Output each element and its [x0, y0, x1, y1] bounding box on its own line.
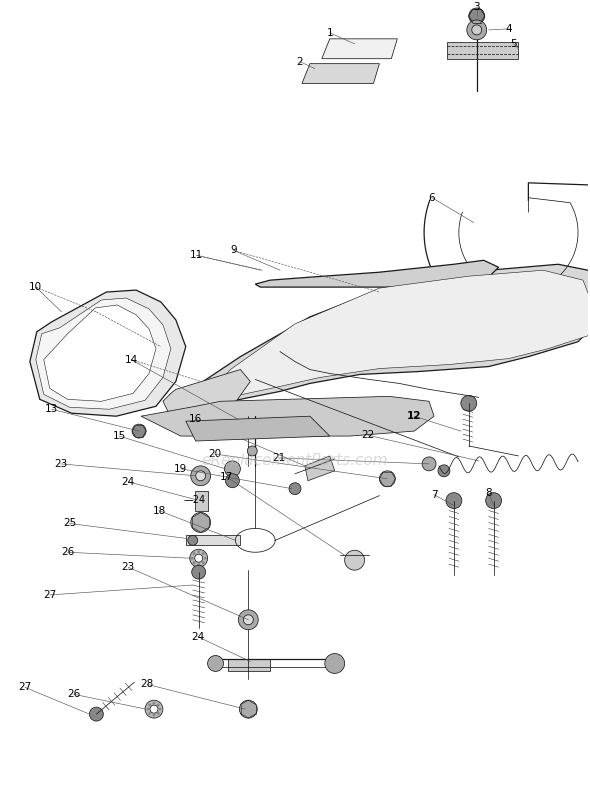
Text: 25: 25: [63, 519, 76, 529]
Circle shape: [225, 474, 240, 488]
Circle shape: [192, 561, 196, 564]
Polygon shape: [141, 396, 434, 436]
Text: 22: 22: [361, 430, 374, 440]
Text: 16: 16: [189, 414, 202, 424]
Text: 28: 28: [140, 679, 153, 690]
Polygon shape: [322, 39, 397, 58]
Text: 20: 20: [208, 449, 221, 459]
Circle shape: [461, 396, 477, 411]
Circle shape: [446, 492, 462, 508]
Circle shape: [345, 550, 365, 571]
Text: 12: 12: [407, 411, 421, 422]
Circle shape: [224, 461, 240, 477]
Circle shape: [191, 512, 211, 533]
Circle shape: [190, 549, 208, 567]
Text: 23: 23: [54, 459, 67, 469]
Circle shape: [196, 470, 206, 481]
Circle shape: [324, 653, 345, 674]
Circle shape: [148, 712, 151, 715]
Circle shape: [238, 610, 258, 630]
Circle shape: [240, 701, 257, 718]
Circle shape: [150, 705, 158, 713]
Text: 2: 2: [297, 57, 303, 67]
Polygon shape: [454, 302, 538, 332]
Text: 11: 11: [190, 251, 204, 260]
Text: 24: 24: [191, 632, 204, 641]
Circle shape: [422, 457, 436, 470]
Circle shape: [379, 470, 395, 487]
Circle shape: [202, 561, 205, 564]
Circle shape: [197, 563, 200, 566]
Text: 4: 4: [505, 24, 512, 34]
Text: 6: 6: [429, 193, 435, 203]
Circle shape: [188, 535, 198, 545]
Polygon shape: [195, 491, 208, 511]
Circle shape: [159, 708, 162, 711]
Circle shape: [145, 701, 163, 718]
Polygon shape: [305, 456, 335, 481]
Circle shape: [469, 8, 484, 24]
Text: 24: 24: [122, 477, 135, 487]
Text: 5: 5: [510, 39, 517, 49]
Polygon shape: [163, 370, 250, 419]
Circle shape: [132, 424, 146, 438]
Polygon shape: [30, 290, 186, 416]
Text: 27: 27: [18, 682, 31, 693]
Text: 26: 26: [67, 690, 80, 699]
Circle shape: [157, 704, 160, 706]
Circle shape: [486, 492, 502, 508]
Polygon shape: [176, 264, 590, 411]
Text: 3: 3: [473, 2, 480, 12]
Circle shape: [152, 701, 156, 704]
Circle shape: [148, 704, 151, 706]
Polygon shape: [186, 416, 330, 441]
Text: 1: 1: [326, 28, 333, 38]
Circle shape: [438, 465, 450, 477]
Circle shape: [197, 550, 200, 553]
Polygon shape: [186, 535, 240, 545]
Circle shape: [247, 426, 258, 437]
Circle shape: [204, 556, 206, 559]
Text: 23: 23: [122, 562, 135, 572]
Circle shape: [467, 20, 487, 40]
Circle shape: [472, 25, 481, 35]
Text: 15: 15: [113, 431, 126, 441]
Text: 8: 8: [486, 488, 492, 498]
Text: 17: 17: [220, 472, 233, 481]
Polygon shape: [255, 260, 499, 287]
Text: —24: —24: [183, 495, 206, 504]
Circle shape: [192, 565, 206, 579]
Polygon shape: [36, 298, 171, 409]
Polygon shape: [302, 64, 379, 84]
Circle shape: [146, 708, 149, 711]
Circle shape: [152, 714, 156, 716]
Text: 13: 13: [45, 404, 58, 414]
Circle shape: [191, 556, 194, 559]
Circle shape: [90, 707, 103, 721]
Text: 26: 26: [61, 547, 74, 557]
Polygon shape: [44, 305, 156, 401]
Text: 27: 27: [43, 590, 56, 600]
Polygon shape: [201, 270, 590, 403]
Text: 14: 14: [124, 355, 138, 365]
Circle shape: [243, 615, 253, 625]
Circle shape: [157, 712, 160, 715]
Circle shape: [192, 552, 196, 555]
Text: 9: 9: [230, 245, 237, 255]
Text: eReplacementParts.com: eReplacementParts.com: [202, 453, 388, 468]
Polygon shape: [447, 42, 519, 58]
Text: 19: 19: [174, 464, 188, 474]
Polygon shape: [228, 660, 270, 671]
Circle shape: [191, 466, 211, 485]
Circle shape: [195, 554, 202, 562]
Text: 7: 7: [431, 489, 437, 500]
Text: 21: 21: [273, 453, 286, 463]
Circle shape: [202, 552, 205, 555]
Circle shape: [247, 446, 257, 456]
Circle shape: [208, 656, 224, 671]
Text: 10: 10: [30, 282, 42, 292]
Circle shape: [289, 483, 301, 495]
Text: 18: 18: [152, 506, 166, 515]
